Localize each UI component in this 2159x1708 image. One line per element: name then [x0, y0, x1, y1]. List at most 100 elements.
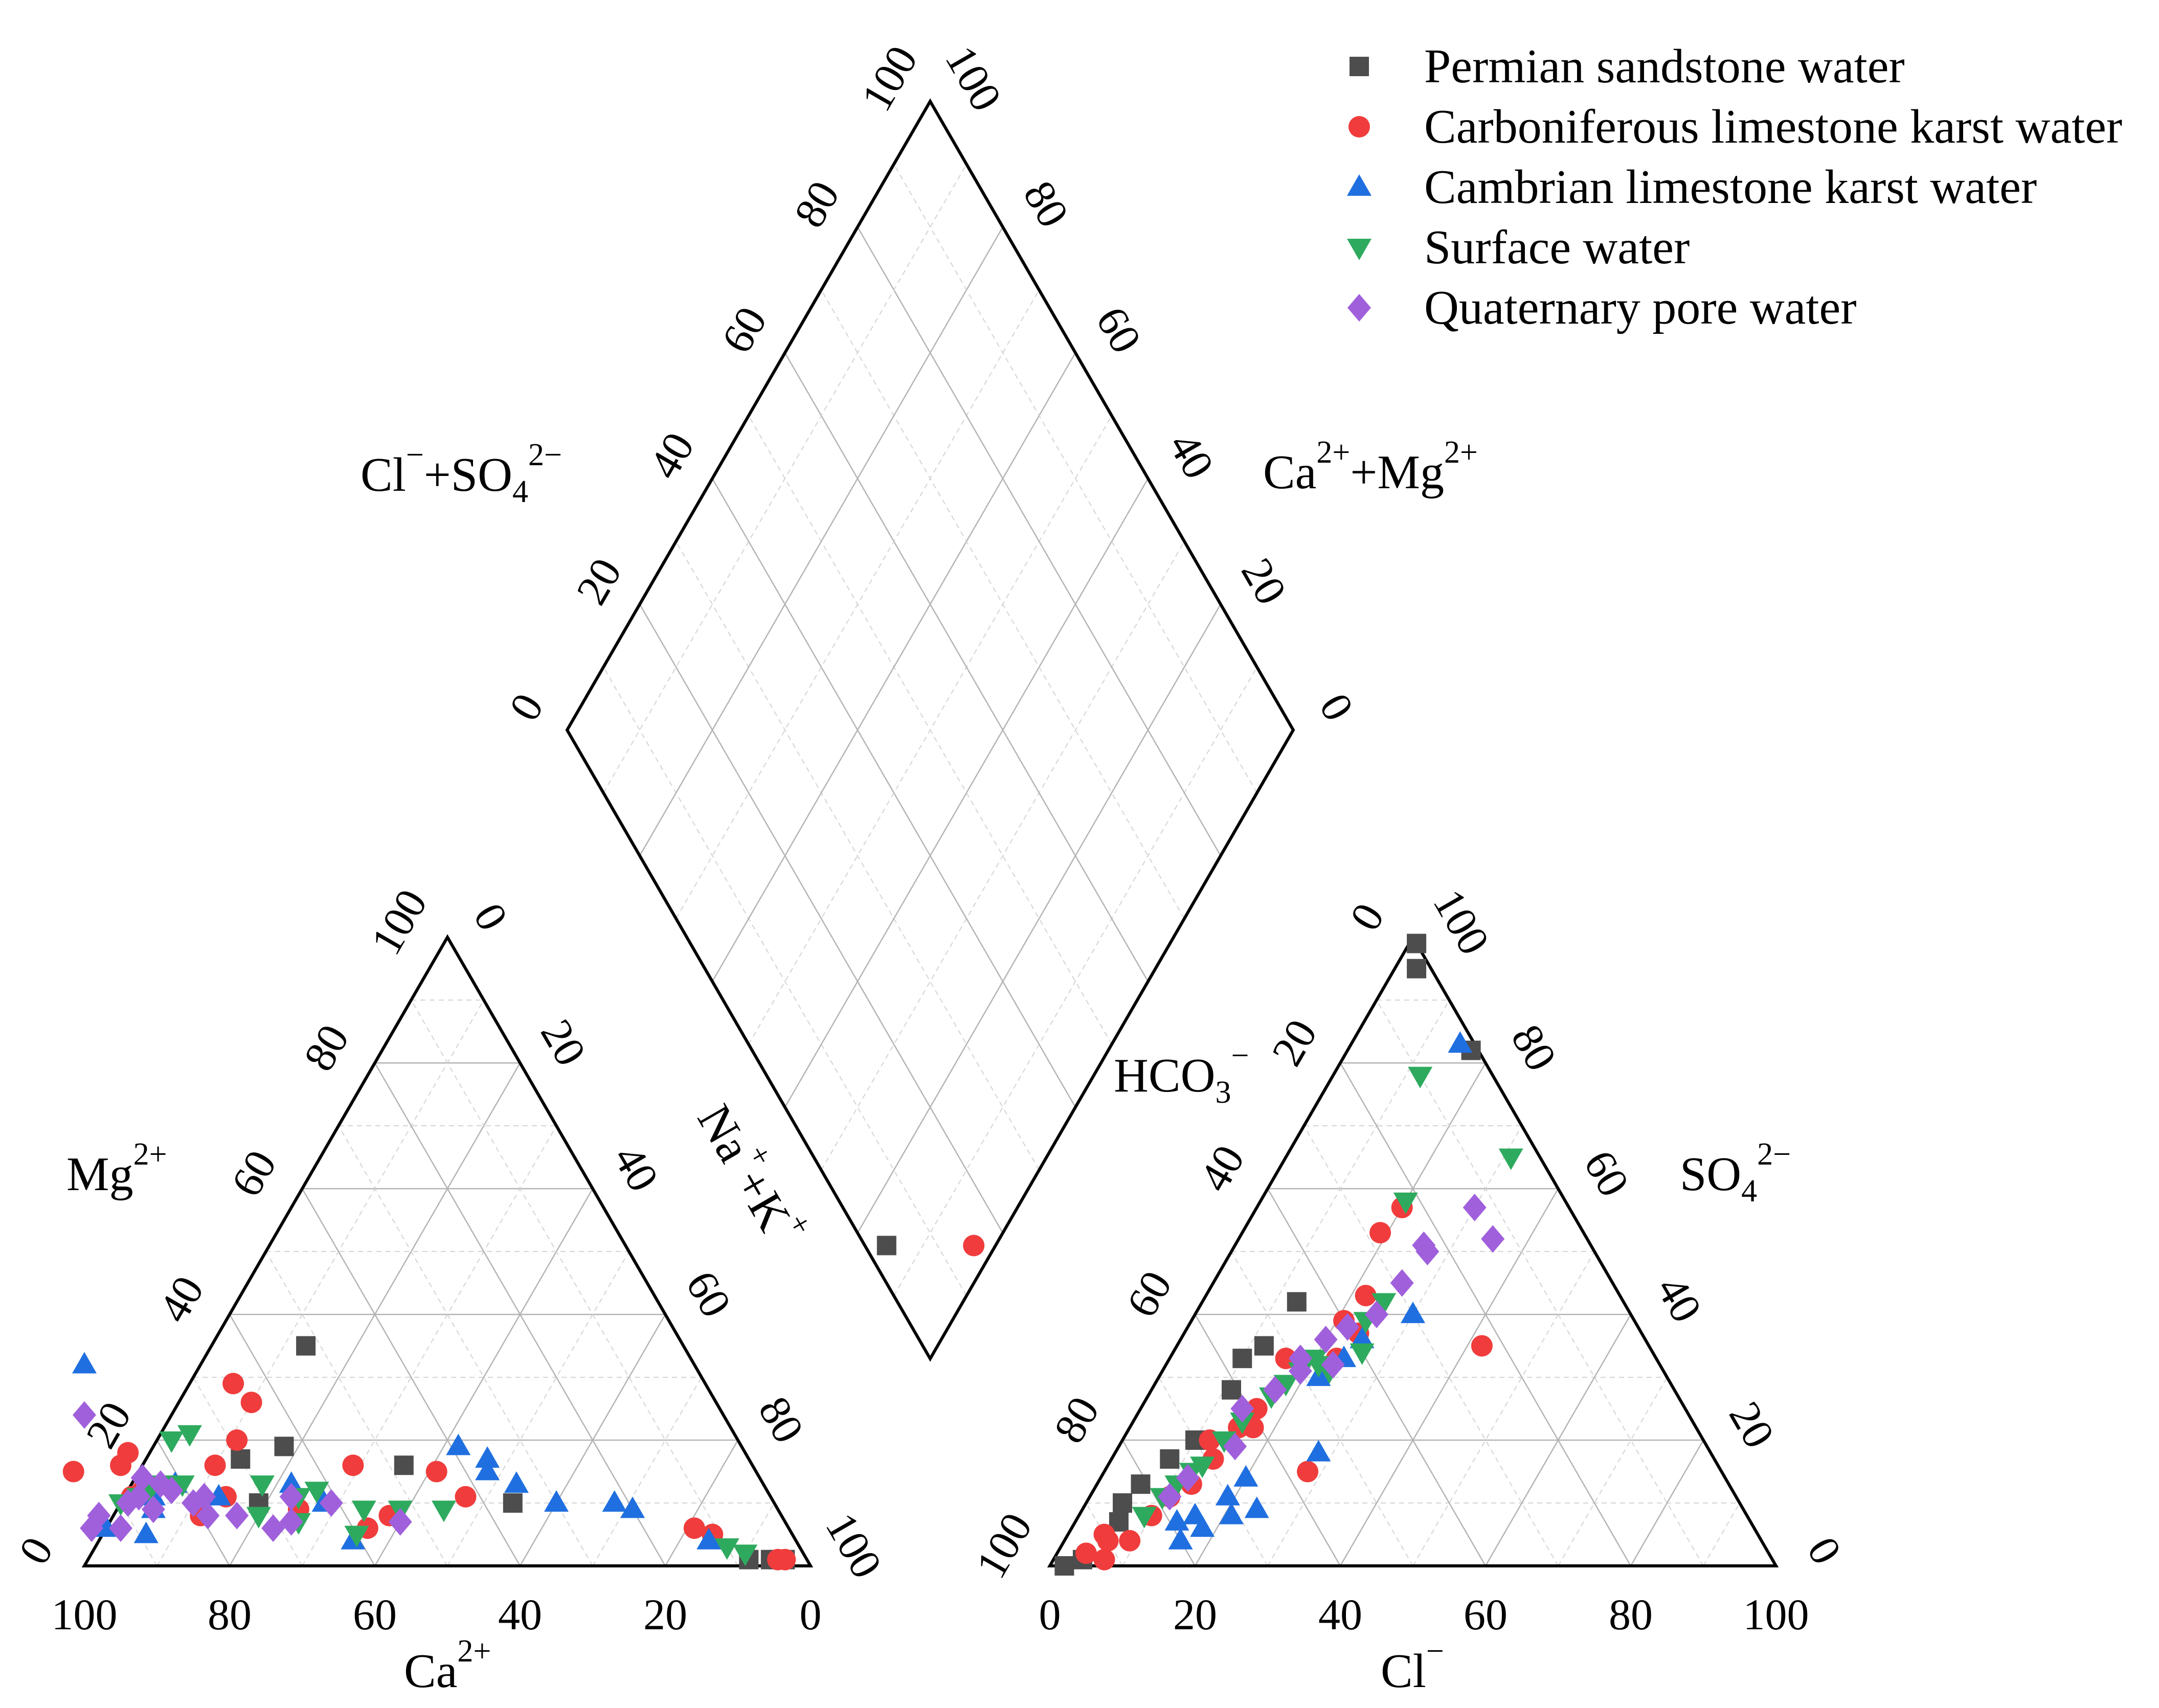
- cation-point: [226, 1429, 248, 1451]
- anion-triangle-gridline: [1267, 1125, 1522, 1566]
- diamond-gridline: [857, 604, 1222, 1234]
- cation-mg-title: Mg2+: [66, 1137, 167, 1201]
- anion-triangle-frame: [1047, 934, 1779, 1567]
- diamond-gridline: [821, 289, 1185, 919]
- anion-triangle-gridline: [1303, 1125, 1559, 1566]
- cation-point: [503, 1493, 523, 1513]
- cation-triangle-gridline: [229, 1314, 376, 1566]
- cation-ca-tick: 60: [353, 1590, 397, 1639]
- anion-point: [1158, 1483, 1182, 1511]
- legend-marker: [1348, 116, 1370, 138]
- anion-point: [1168, 1528, 1193, 1550]
- cation-point: [62, 1461, 84, 1483]
- plot-frames: [81, 98, 1779, 1567]
- diamond-point: [876, 1236, 896, 1256]
- cation-mg-tick: 60: [221, 1142, 286, 1204]
- cation-point: [117, 1442, 139, 1464]
- anion-point: [1371, 1293, 1397, 1315]
- anion-so4-tick: 20: [1720, 1394, 1784, 1456]
- diamond-clso4-title: Cl−+SO42−: [361, 438, 562, 509]
- anion-point: [1232, 1349, 1252, 1369]
- cation-point: [261, 1514, 285, 1542]
- cation-point: [87, 1501, 111, 1530]
- legend-marker: [1347, 174, 1371, 196]
- cation-point: [246, 1507, 271, 1529]
- cation-point: [714, 1538, 739, 1560]
- cation-point: [475, 1459, 500, 1481]
- anion-point: [1369, 1222, 1391, 1244]
- cation-point: [296, 1336, 316, 1356]
- anion-point: [1306, 1440, 1331, 1462]
- anion-cl-tick: 60: [1464, 1590, 1508, 1639]
- diamond-camg-tick: 0: [1310, 685, 1364, 728]
- diamond-camg-tick: 80: [1014, 173, 1078, 235]
- diamond-camg-title: Ca2++Mg2+: [1263, 435, 1478, 499]
- cation-point: [351, 1500, 376, 1522]
- cation-na-tick: 20: [531, 1011, 596, 1074]
- cation-point: [544, 1490, 569, 1512]
- cation-point: [109, 1514, 132, 1542]
- anion-point: [1230, 1413, 1255, 1434]
- diamond-point: [963, 1235, 985, 1257]
- legend-label: Surface water: [1424, 221, 1690, 274]
- cation-point: [733, 1544, 758, 1566]
- anion-triangle-gridline: [1376, 999, 1704, 1566]
- cation-point: [116, 1489, 140, 1517]
- cation-point: [250, 1475, 275, 1497]
- diamond-gridline: [676, 541, 1040, 1171]
- anion-triangle-gridline: [1630, 1440, 1704, 1566]
- diamond-gridline: [639, 226, 1004, 856]
- cation-na-tick: 0: [464, 895, 518, 939]
- data-points: [62, 933, 1523, 1576]
- diamond-gridline: [676, 289, 1040, 919]
- cation-triangle-gridline: [447, 1251, 629, 1566]
- diamond-gridline: [893, 667, 1257, 1296]
- cation-point: [160, 1476, 184, 1505]
- cation-point: [159, 1431, 184, 1453]
- cation-point: [192, 1483, 216, 1511]
- cation-point: [133, 1521, 159, 1543]
- anion-hco3-tick: 80: [1044, 1388, 1109, 1451]
- anion-point: [1407, 933, 1427, 953]
- diamond-clso4-tick: 100: [851, 37, 927, 119]
- cation-triangle-gridline: [592, 1377, 702, 1566]
- cation-triangle-gridline: [301, 1188, 521, 1566]
- anion-point: [1481, 1225, 1505, 1253]
- anion-hco3-tick: 100: [966, 1505, 1042, 1586]
- anion-point: [1176, 1464, 1200, 1492]
- anion-hco3-tick: 40: [1189, 1137, 1254, 1199]
- anion-cl-title: Cl−: [1381, 1634, 1444, 1698]
- cation-point: [446, 1433, 471, 1455]
- anion-cl-tick: 100: [1743, 1590, 1809, 1639]
- anion-point: [1093, 1548, 1115, 1570]
- cation-mg-tick: 80: [294, 1016, 358, 1079]
- anion-so4-tick: 80: [1502, 1016, 1566, 1079]
- cation-triangle-gridline: [338, 1125, 593, 1566]
- cation-point: [319, 1489, 343, 1517]
- cation-triangle-gridline: [664, 1440, 739, 1566]
- anion-point: [1263, 1376, 1287, 1404]
- anion-so4-tick: 0: [1798, 1529, 1852, 1572]
- anion-point: [1254, 1336, 1274, 1356]
- cation-na-tick: 60: [677, 1263, 741, 1325]
- anion-point: [1222, 1380, 1241, 1400]
- cation-point: [177, 1425, 202, 1447]
- cation-mg-tick: 0: [9, 1529, 63, 1572]
- cation-triangle-gridline: [374, 1062, 666, 1566]
- diamond-camg-tick: 40: [1159, 424, 1224, 487]
- anion-point: [1190, 1515, 1215, 1537]
- diamond-clso4-tick: 80: [784, 173, 849, 235]
- diamond-camg-tick: 60: [1087, 299, 1151, 361]
- anion-point: [1230, 1395, 1254, 1423]
- anion-cl-tick: 0: [1039, 1590, 1061, 1639]
- legend-marker: [1350, 57, 1369, 76]
- cation-point: [388, 1508, 412, 1536]
- anion-triangle-gridline: [1558, 1377, 1668, 1566]
- anion-cl-tick: 40: [1318, 1590, 1362, 1639]
- legend-label: Quaternary pore water: [1424, 281, 1857, 334]
- cation-point: [431, 1500, 456, 1522]
- cation-ca-tick: 80: [208, 1590, 252, 1639]
- anion-point: [1219, 1502, 1244, 1524]
